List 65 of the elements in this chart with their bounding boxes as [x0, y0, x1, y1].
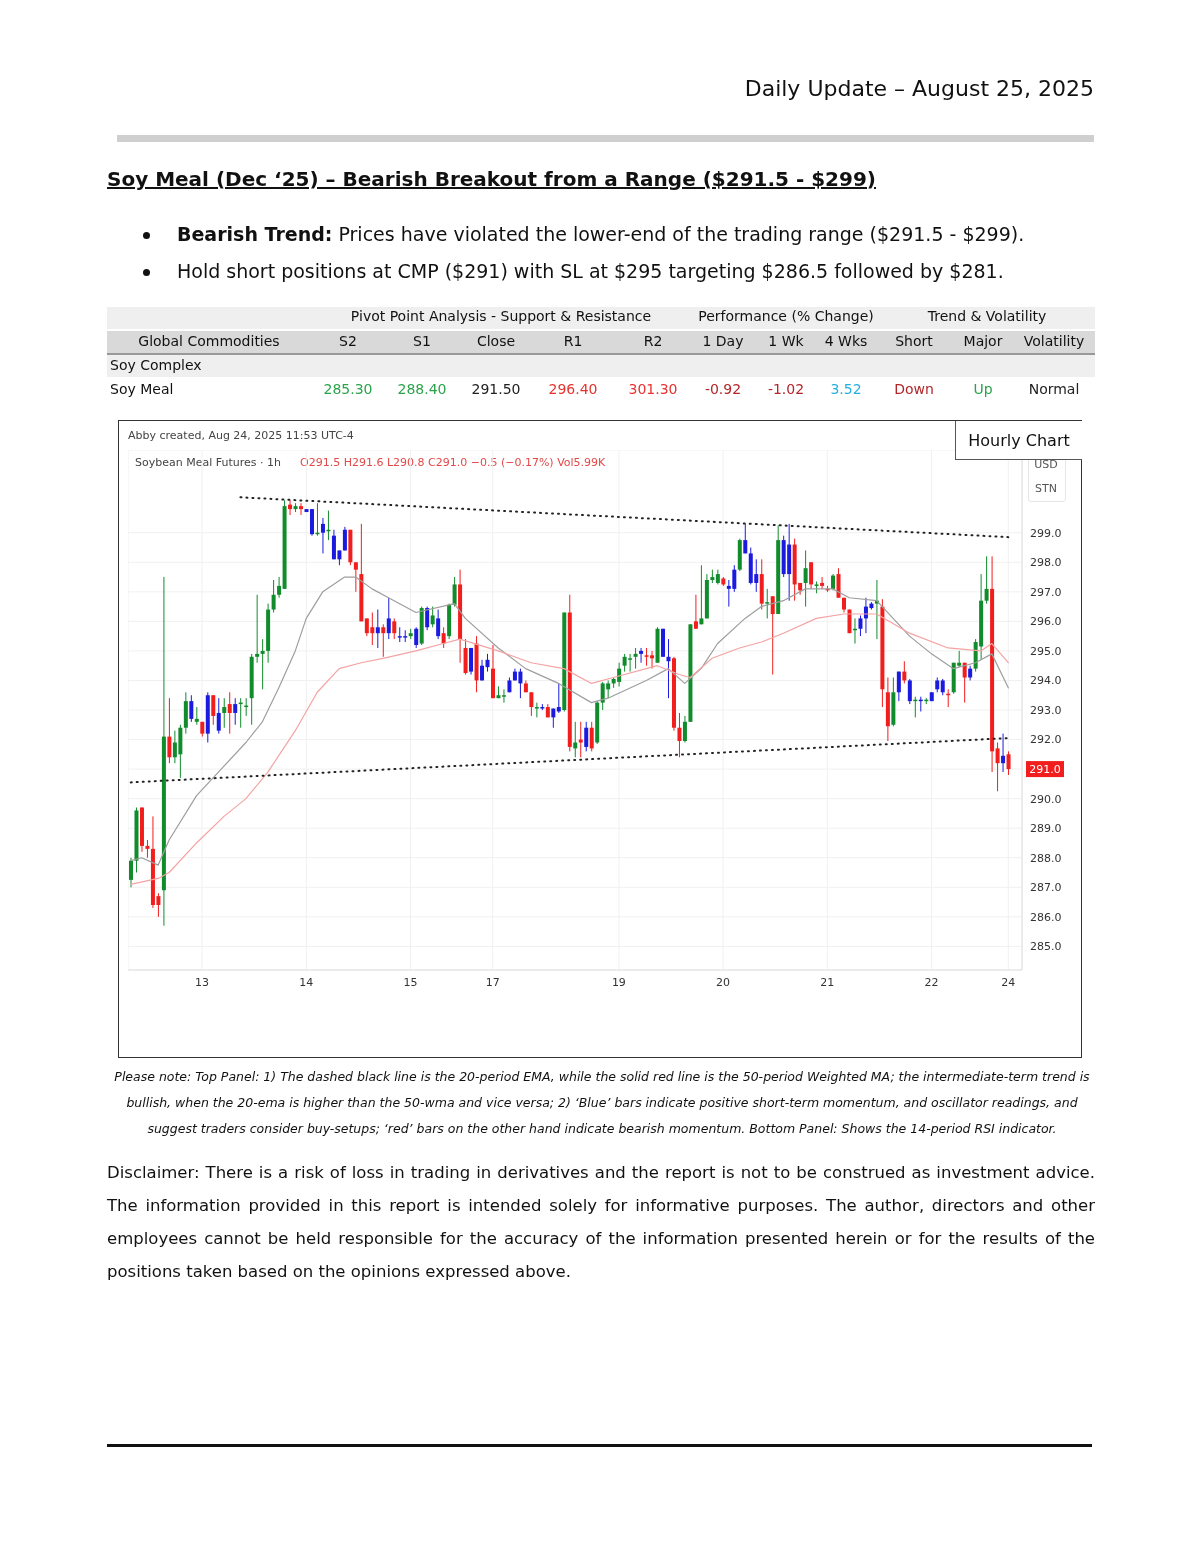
y-tick-label: 298.0 — [1030, 556, 1062, 570]
text: 1 Day — [702, 333, 744, 349]
x-tick-label: 21 — [820, 975, 835, 989]
text: S2 — [339, 333, 357, 349]
chart-subtitle: Hourly Chart — [968, 430, 1070, 450]
annotation: O291.5 H291.6 L290.8 C291.0 −0.5 (−0.17%) Vol5.99K — [300, 456, 606, 469]
text: 301.30 — [628, 381, 678, 397]
y-tick-label: 296.0 — [1030, 615, 1062, 629]
chart-title: Soy Meal (Dec ‘25) – Bearish Breakout from a Range ($291.5 - $299) — [107, 167, 877, 191]
text: Soy Meal — [110, 381, 174, 397]
y-tick-label: 297.0 — [1030, 585, 1062, 599]
text: Trend & Volatility — [927, 308, 1047, 324]
text: Global Commodities — [138, 333, 280, 349]
text: 4 Wks — [824, 333, 868, 349]
text: Down — [894, 381, 934, 397]
x-tick-label: 15 — [403, 975, 418, 989]
y-tick-label: 288.0 — [1030, 851, 1062, 865]
text: 285.30 — [323, 381, 373, 397]
x-tick-label: 19 — [611, 975, 626, 989]
y-tick-label: 292.0 — [1030, 733, 1062, 747]
text: Normal — [1028, 381, 1080, 397]
text: Performance (% Change) — [698, 308, 874, 324]
x-tick-label: 13 — [195, 975, 210, 989]
text: Bearish Trend: — [177, 223, 333, 245]
y-tick-label: 293.0 — [1030, 703, 1062, 717]
x-tick-label: 24 — [1001, 975, 1016, 989]
text: R2 — [643, 333, 663, 349]
y-tick-label: 295.0 — [1030, 644, 1062, 658]
y-tick-label: 299.0 — [1030, 526, 1062, 540]
x-tick-label: 20 — [716, 975, 731, 989]
text: S1 — [413, 333, 431, 349]
text: Disclaimer: There is a risk of loss in trading in derivatives and the report is not to be construed as investment advice. The information provided in this report is intended solely for informative purposes. The author, directors and other employees cannot be held responsible for the accuracy of the information presented herein or for the results of the positions taken based on the opinions expressed above. — [107, 1163, 1095, 1281]
text: 1 Wk — [768, 333, 804, 349]
text: Please note: Top Panel: 1) The dashed black line is the 20-period EMA, while the solid red line is the 50-period Weighted MA; the intermediate-term trend is bullish, when the 20-ema is higher than the 50-wma and vice versa; 2) ‘Blue’ bars indicate positive short-term momentum, and oscillator readings, and suggest traders consider buy-setups; ‘red’ bars on the other hand indicate bearish momentum. Bottom Panel: Shows the 14-period RSI indicator. — [114, 1069, 1090, 1136]
text: Short — [895, 333, 933, 349]
y-tick-label: 286.0 — [1030, 910, 1062, 924]
text: Pivot Point Analysis - Support & Resistance — [350, 308, 652, 324]
text: -1.02 — [767, 381, 805, 397]
x-tick-label: 17 — [485, 975, 500, 989]
y-tick-label: 294.0 — [1030, 674, 1062, 688]
text: Soy Complex — [110, 357, 202, 373]
text: Prices have violated the lower-end of the trading range ($291.5 - $299). — [338, 223, 1025, 245]
text: STN — [1035, 482, 1057, 495]
text: -0.92 — [704, 381, 742, 397]
text: Volatility — [1023, 333, 1085, 349]
x-tick-label: 14 — [299, 975, 314, 989]
y-tick-label: 287.0 — [1030, 881, 1062, 895]
text: 291.0 — [1029, 763, 1061, 777]
text: Close — [476, 333, 516, 349]
text: 3.52 — [830, 381, 862, 397]
text: 291.50 — [471, 381, 521, 397]
y-tick-label: 290.0 — [1030, 792, 1062, 806]
text: Up — [973, 381, 993, 397]
y-tick-label: 285.0 — [1030, 940, 1062, 954]
text: Hold short positions at CMP ($291) with SL at $295 targeting $286.5 followed by $281. — [177, 260, 1004, 282]
text: 296.40 — [548, 381, 598, 397]
text: 288.40 — [397, 381, 447, 397]
text: Daily Update – August 25, 2025 — [744, 76, 1094, 101]
text: R1 — [563, 333, 583, 349]
text: Abby created, Aug 24, 2025 11:53 UTC-4 — [128, 429, 354, 442]
annotation: Soybean Meal Futures · 1h — [135, 456, 281, 469]
x-tick-label: 22 — [924, 975, 939, 989]
y-tick-label: 289.0 — [1030, 822, 1062, 836]
text: Major — [963, 333, 1003, 349]
text: USD — [1034, 458, 1058, 471]
